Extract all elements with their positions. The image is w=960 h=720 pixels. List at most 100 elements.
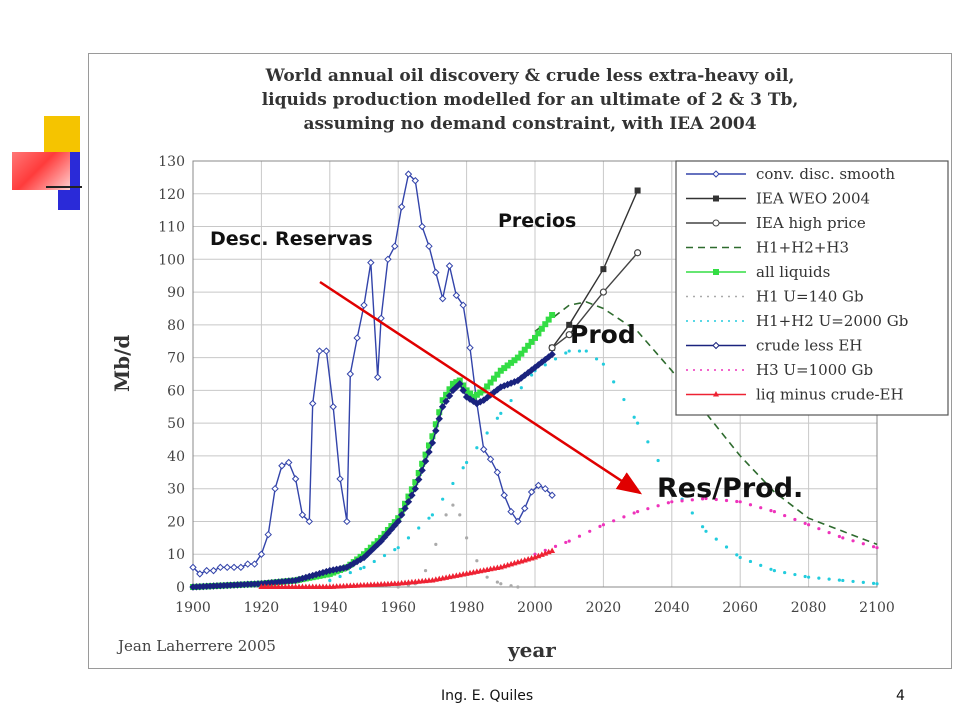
series-point-all-liquids: [439, 397, 446, 404]
series-point-conv-disc-smooth: [507, 507, 515, 516]
series-point-h1-h2-u-2000-gb: [372, 559, 376, 564]
series-point-h1-h2-u-2000-gb: [348, 570, 352, 575]
series-point-conv-disc-smooth: [500, 491, 508, 499]
series-point-h1-u-140-gb: [499, 582, 503, 586]
series-point-conv-disc-smooth: [418, 222, 426, 231]
series-point-conv-disc-smooth: [196, 570, 204, 578]
y-tick-label: 0: [176, 580, 185, 596]
series-point-h1-h2-u-2000-gb: [465, 460, 469, 465]
series-point-all-liquids: [545, 316, 552, 323]
series-point-conv-disc-smooth: [373, 373, 382, 381]
series-point-conv-disc-smooth: [308, 399, 317, 408]
series-point-conv-disc-smooth: [541, 484, 549, 493]
series-point-conv-disc-smooth: [250, 560, 259, 568]
series-point-h1-h2-u-2000-gb: [769, 567, 773, 571]
series-point-crude-less-eh: [442, 397, 450, 406]
series-point-h1-h2-u-2000-gb: [594, 357, 599, 361]
y-tick-label: 100: [158, 252, 185, 268]
series-point-h3-u-1000-gb: [670, 500, 674, 504]
chart-title-line-2: liquids production modelled for an ultim…: [261, 90, 799, 110]
series-point-h1-h2-u-2000-gb: [499, 411, 503, 415]
series-point-h1-h2-u-2000-gb: [803, 574, 807, 579]
series-point-h3-u-1000-gb: [875, 546, 879, 550]
series-point-all-liquids: [549, 312, 556, 319]
series-point-crude-less-eh: [387, 525, 396, 534]
legend-marker-conv-disc-smooth: [712, 170, 720, 178]
x-tick-label: 1980: [449, 600, 485, 616]
series-point-h1-h2-u-2000-gb: [612, 380, 616, 384]
footer-author: Ing. E. Quiles: [441, 688, 534, 704]
series-point-liq-minus-crude-eh: [549, 547, 556, 553]
series-line-iea-high-price: [551, 252, 639, 349]
series-point-conv-disc-smooth: [404, 170, 413, 178]
legend-marker-crude-less-eh: [712, 341, 720, 350]
series-point-all-liquids: [432, 421, 439, 428]
y-tick-label: 80: [167, 318, 185, 334]
series-point-all-liquids: [415, 469, 422, 476]
series-point-h1-h2-u-2000-gb: [851, 579, 855, 584]
series-point-h3-u-1000-gb: [793, 517, 797, 522]
series-point-conv-disc-smooth: [343, 517, 351, 526]
series-point-h1-h2-u-2000-gb: [700, 525, 705, 529]
trend-arrow: [319, 280, 643, 495]
series-point-all-liquids: [490, 375, 497, 382]
series-point-h3-u-1000-gb: [704, 496, 708, 501]
series-point-h1-h2-u-2000-gb: [338, 574, 342, 579]
annotation-res-prod: Res/Prod.: [657, 473, 804, 504]
series-point-conv-disc-smooth: [445, 262, 454, 270]
legend-marker-iea-high-price: [712, 219, 720, 227]
series-point-h3-u-1000-gb: [564, 540, 568, 545]
series-point-conv-disc-smooth: [305, 517, 313, 526]
series-point-h1-h2-u-2000-gb: [553, 357, 558, 361]
series-point-all-liquids: [408, 486, 415, 493]
series-point-conv-disc-smooth: [329, 403, 337, 411]
series-point-all-liquids: [425, 442, 432, 449]
series-point-h1-h2-u-2000-gb: [564, 351, 568, 355]
legend-label-all-liquids: all liquids: [756, 263, 830, 281]
series-point-all-liquids: [453, 379, 460, 386]
series-point-h3-u-1000-gb: [622, 515, 626, 519]
series-point-conv-disc-smooth: [411, 176, 420, 185]
series-point-conv-disc-smooth: [223, 563, 231, 572]
chart-title-line-3: assuming no demand constraint, with IEA …: [303, 114, 757, 134]
series-point-h1-h2-u-2000-gb: [772, 569, 777, 573]
series-point-crude-less-eh: [432, 427, 440, 435]
series-point-h3-u-1000-gb: [714, 497, 718, 502]
series-point-h1-u-140-gb: [451, 503, 455, 507]
series-point-all-liquids: [412, 479, 419, 486]
series-point-h1-h2-u-2000-gb: [656, 458, 660, 463]
series-point-conv-disc-smooth: [230, 563, 238, 572]
series-point-crude-less-eh: [548, 350, 556, 359]
annotation-precios: Precios: [498, 210, 577, 232]
series-point-all-liquids: [470, 393, 477, 400]
series-point-conv-disc-smooth: [479, 445, 488, 454]
series-point-h3-u-1000-gb: [612, 519, 616, 523]
series-point-h1-h2-u-2000-gb: [529, 373, 534, 377]
series-point-h3-u-1000-gb: [769, 509, 773, 513]
series-point-conv-disc-smooth: [322, 347, 331, 355]
series-point-conv-disc-smooth: [278, 462, 286, 470]
series-point-h3-u-1000-gb: [735, 499, 739, 504]
series-point-conv-disc-smooth: [367, 258, 375, 267]
series-point-iea-high-price: [633, 249, 642, 257]
series-point-h1-h2-u-2000-gb: [396, 546, 400, 550]
series-point-all-liquids: [398, 507, 405, 514]
chart-credit: Jean Laherrere 2005: [118, 637, 276, 655]
series-point-all-liquids: [518, 350, 525, 357]
series-point-h1-h2-u-2000-gb: [519, 386, 523, 390]
series-point-h1-h2-u-2000-gb: [807, 575, 811, 579]
x-tick-label: 2040: [654, 600, 690, 616]
series-point-conv-disc-smooth: [486, 455, 495, 463]
series-point-h1-u-140-gb: [485, 575, 489, 579]
series-point-all-liquids: [436, 409, 443, 416]
series-point-h1-h2-u-2000-gb: [793, 572, 797, 577]
series-point-h3-u-1000-gb: [807, 523, 811, 527]
series-point-h1-u-140-gb: [509, 584, 513, 588]
series-point-all-liquids: [402, 500, 409, 507]
series-point-h1-h2-u-2000-gb: [543, 363, 547, 367]
series-point-h1-u-140-gb: [434, 542, 438, 547]
series-point-crude-less-eh: [380, 533, 389, 541]
x-tick-label: 2020: [586, 600, 622, 616]
series-point-h3-u-1000-gb: [841, 536, 845, 540]
series-point-conv-disc-smooth: [548, 491, 556, 499]
